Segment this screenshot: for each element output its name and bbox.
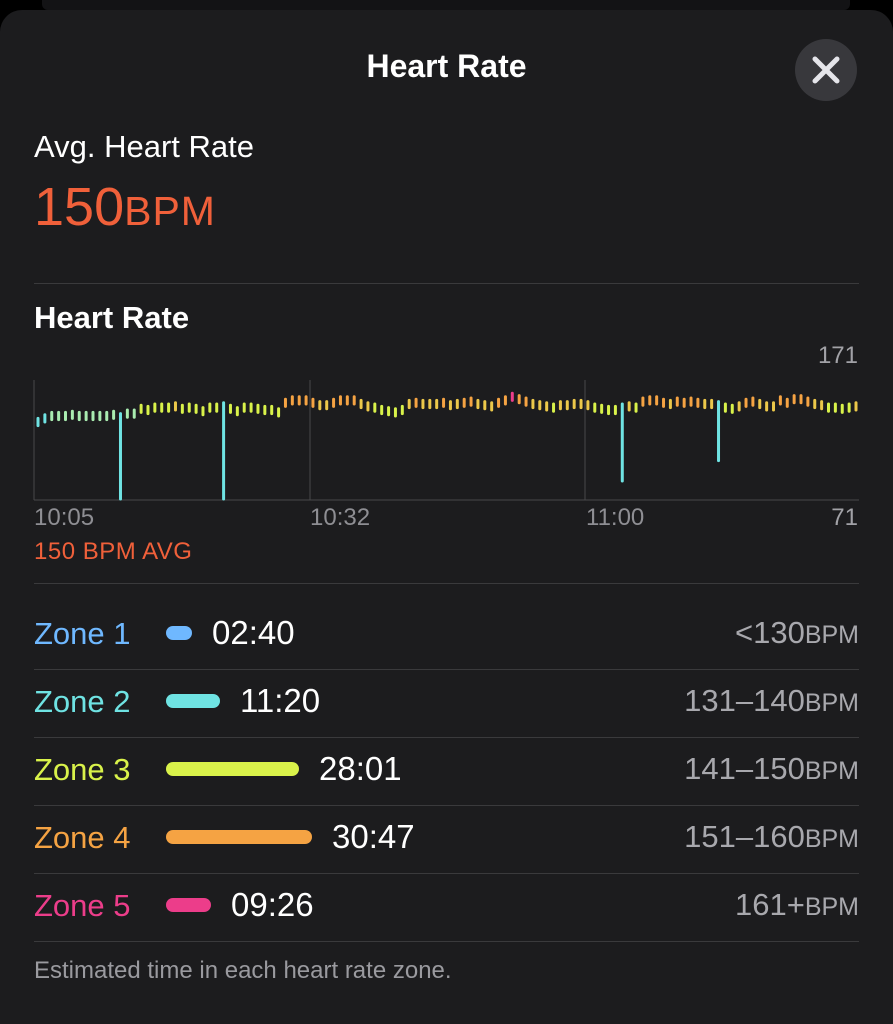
- divider: [34, 283, 859, 284]
- zone-time: 09:26: [231, 886, 314, 923]
- zone-range: 151–160BPM: [684, 819, 859, 855]
- heart-rate-chart: [33, 380, 859, 501]
- zone-range-unit: BPM: [804, 621, 859, 649]
- zone-row-4: Zone 4 30:47 151–160BPM: [34, 806, 859, 874]
- zone-range-value: 131–140: [684, 683, 805, 718]
- x-tick-label: 11:00: [586, 504, 645, 531]
- chart-max-label: 171: [817, 342, 858, 369]
- divider: [34, 805, 859, 806]
- zone-range: 131–140BPM: [684, 683, 859, 719]
- avg-heart-rate-value: 150BPM: [34, 176, 216, 238]
- close-icon: [812, 56, 840, 84]
- avg-heart-rate-unit: BPM: [124, 188, 216, 234]
- divider: [34, 873, 859, 874]
- zone-name: Zone 4: [34, 820, 131, 855]
- zone-range-value: 151–160: [684, 819, 805, 854]
- zone-time-bar: [166, 762, 299, 776]
- zone-name: Zone 5: [34, 888, 131, 923]
- chart-average-label: 150 BPM AVG: [34, 538, 193, 565]
- zone-time: 11:20: [240, 682, 321, 719]
- zone-range-value: <130: [734, 615, 805, 650]
- avg-heart-rate-label: Avg. Heart Rate: [34, 129, 254, 164]
- divider: [34, 669, 859, 670]
- background-window-edge: [42, 0, 850, 10]
- zone-range-unit: BPM: [804, 689, 859, 717]
- chart-title: Heart Rate: [34, 300, 190, 335]
- zone-footnote: Estimated time in each heart rate zone.: [34, 957, 452, 984]
- zone-row-2: Zone 2 11:20 131–140BPM: [34, 670, 859, 738]
- zone-range-value: 141–150: [684, 751, 805, 786]
- x-tick-label: 10:32: [310, 504, 371, 531]
- chart-min-label: 71: [831, 504, 858, 531]
- zone-time-bar: [166, 626, 192, 640]
- zone-name: Zone 3: [34, 752, 131, 787]
- zone-time: 30:47: [332, 818, 415, 855]
- zone-range: 141–150BPM: [684, 751, 859, 787]
- zone-range: <130BPM: [735, 615, 859, 651]
- zone-range-value: 161+: [734, 887, 805, 922]
- zone-time-bar: [166, 898, 211, 912]
- zone-name: Zone 1: [34, 616, 131, 651]
- divider: [34, 941, 859, 942]
- zone-time-bar: [166, 830, 312, 844]
- zone-row-5: Zone 5 09:26 161+BPM: [34, 874, 859, 942]
- zone-time-bar: [166, 694, 220, 708]
- avg-heart-rate-number: 150: [34, 177, 125, 237]
- heart-rate-sheet: [0, 10, 893, 1024]
- divider: [34, 737, 859, 738]
- zone-range-unit: BPM: [804, 757, 859, 785]
- zone-range: 161+BPM: [735, 887, 859, 923]
- x-tick-label: 10:05: [34, 504, 95, 531]
- zone-row-3: Zone 3 28:01 141–150BPM: [34, 738, 859, 806]
- zone-name: Zone 2: [34, 684, 131, 719]
- zone-range-unit: BPM: [804, 825, 859, 853]
- sheet-title: Heart Rate: [366, 48, 527, 84]
- zone-row-1: Zone 1 02:40 <130BPM: [34, 602, 859, 670]
- zone-range-unit: BPM: [804, 893, 859, 921]
- zone-time: 02:40: [212, 614, 295, 651]
- close-button[interactable]: [795, 39, 857, 101]
- divider: [34, 583, 859, 584]
- zone-time: 28:01: [319, 750, 402, 787]
